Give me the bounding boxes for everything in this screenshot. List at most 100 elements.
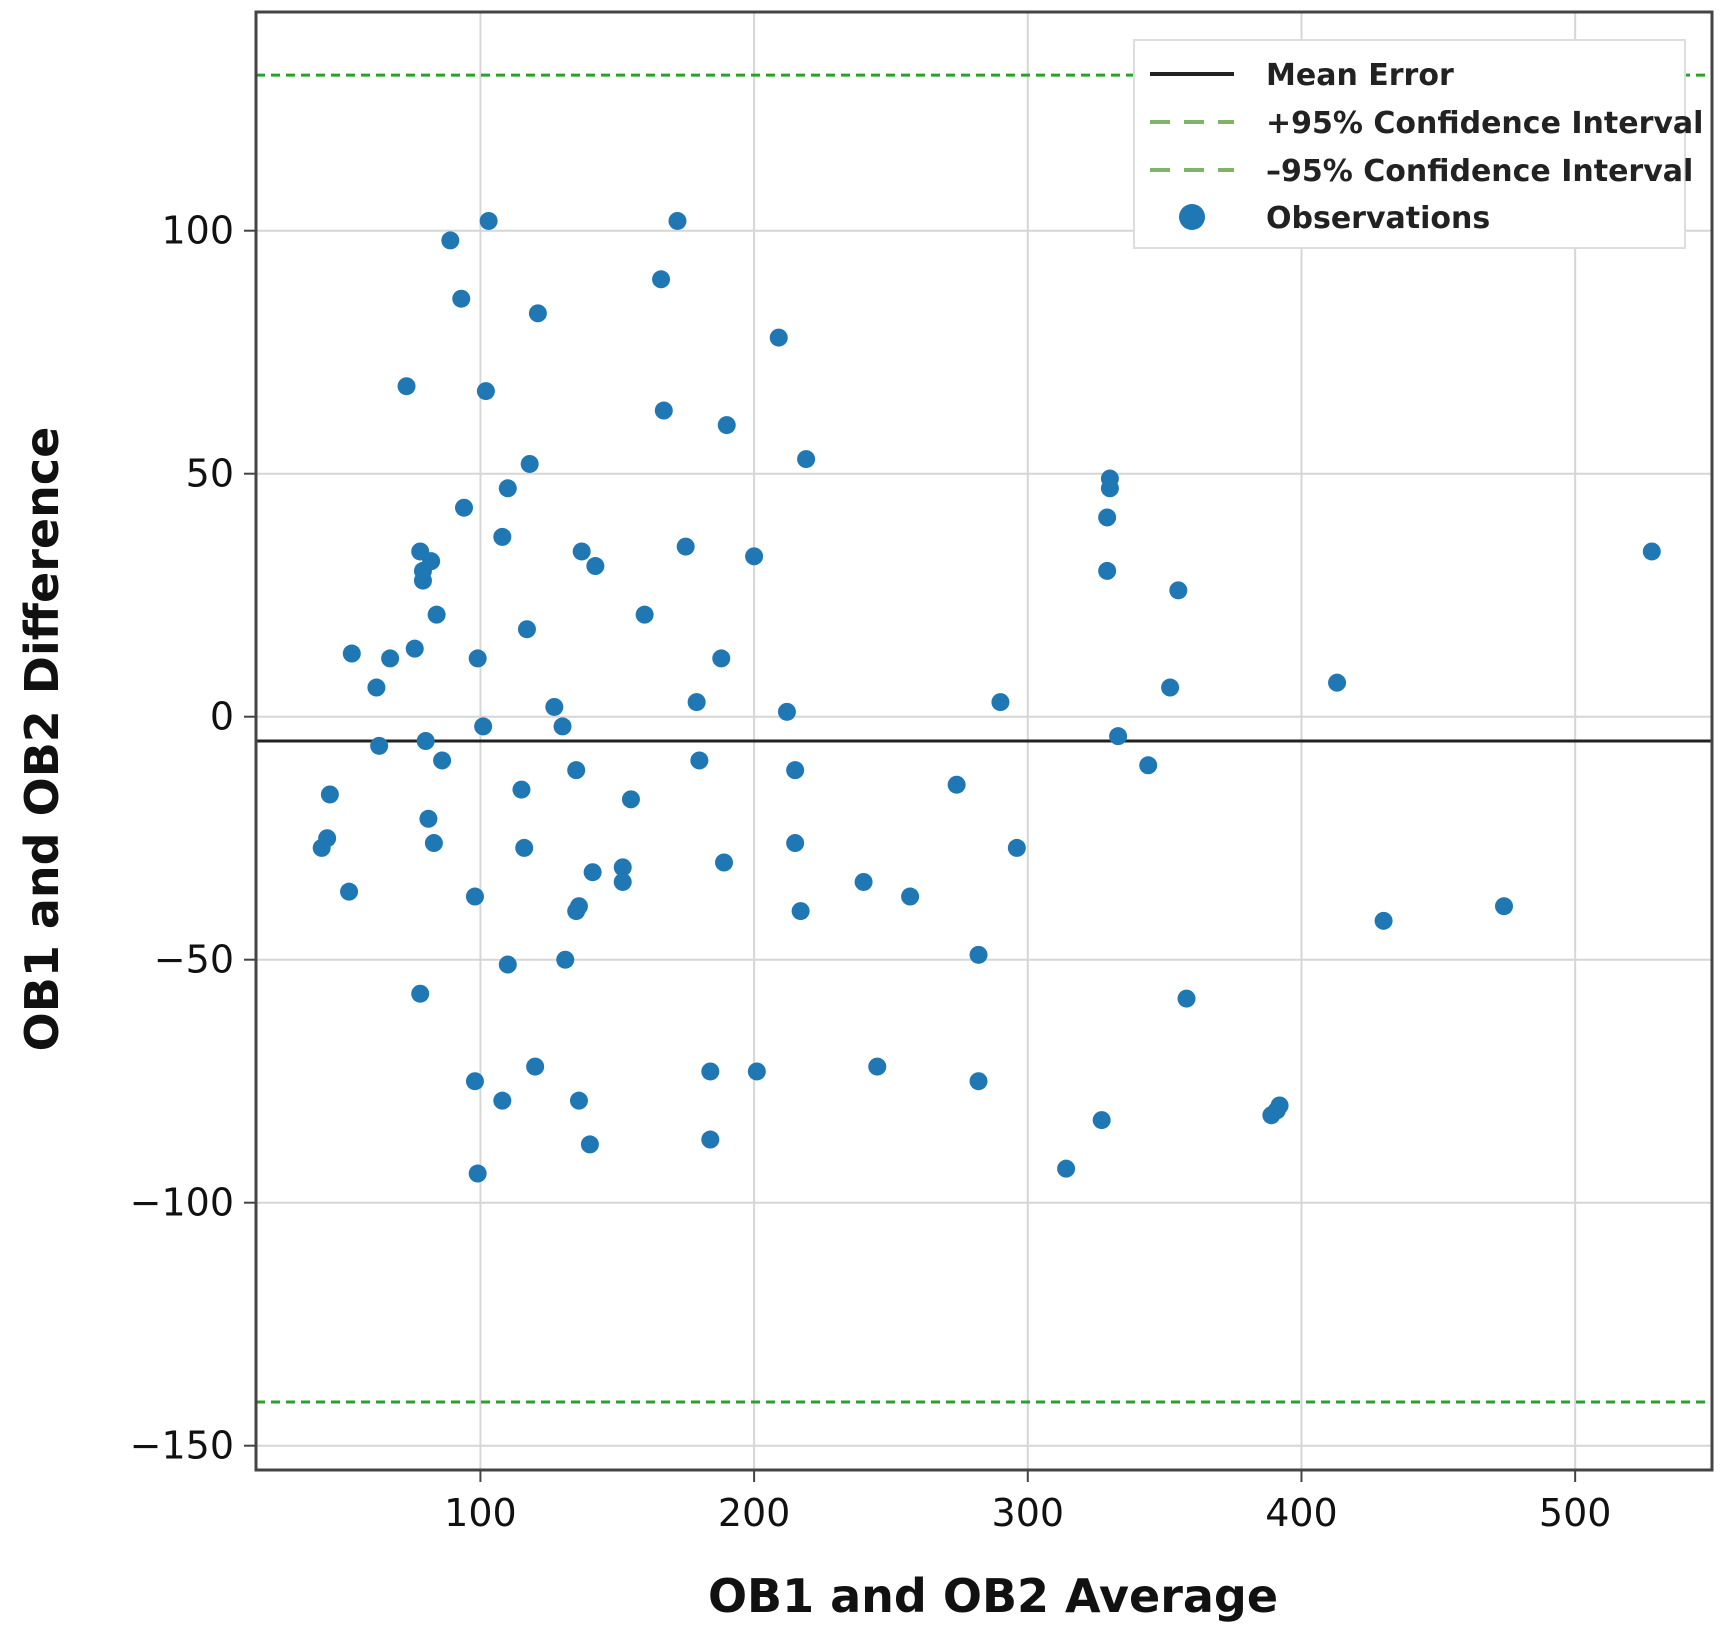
plot-frame xyxy=(254,10,1714,1472)
legend: Mean Error +95% Confidence Interval –95%… xyxy=(1133,39,1703,249)
observation-point xyxy=(405,639,424,658)
observation-point xyxy=(690,751,709,770)
observation-point xyxy=(777,702,796,721)
observation-point xyxy=(370,736,389,755)
x-tick-label: 300 xyxy=(992,1491,1065,1535)
observation-point xyxy=(493,1091,512,1110)
observation-points xyxy=(312,211,1661,1183)
observation-point xyxy=(613,858,632,877)
observation-point xyxy=(701,1130,720,1149)
observation-point xyxy=(1057,1159,1076,1178)
observation-point xyxy=(318,829,337,848)
x-axis-label: OB1 and OB2 Average xyxy=(708,1569,1278,1623)
observation-point xyxy=(572,542,591,561)
observation-point xyxy=(1098,561,1117,580)
observation-point xyxy=(474,717,493,736)
observation-point xyxy=(1177,989,1196,1008)
observation-point xyxy=(416,732,435,750)
observation-point xyxy=(868,1057,887,1076)
observation-point xyxy=(515,838,534,857)
observation-point xyxy=(745,547,764,566)
observation-point xyxy=(991,693,1010,712)
observation-point xyxy=(498,955,517,974)
observation-point xyxy=(586,557,605,576)
observation-point xyxy=(567,761,586,780)
observation-point xyxy=(1098,508,1117,527)
observation-point xyxy=(901,887,920,906)
observation-point xyxy=(498,479,517,498)
observation-point xyxy=(520,454,539,473)
observation-point xyxy=(411,984,430,1003)
observation-point xyxy=(320,785,339,804)
y-axis-ticks: −150 −100 −50 0 50 100 xyxy=(130,209,256,1468)
y-tick-label: 50 xyxy=(186,452,234,496)
observation-point xyxy=(769,328,788,347)
observation-point xyxy=(676,537,695,556)
legend-label-upper-ci: +95% Confidence Interval xyxy=(1266,106,1703,141)
observation-point xyxy=(1169,581,1188,600)
observation-point xyxy=(422,552,441,571)
observation-point xyxy=(381,649,400,668)
observation-point xyxy=(556,950,575,969)
observation-point xyxy=(687,693,706,712)
observation-point xyxy=(635,605,654,624)
y-tick-label: 0 xyxy=(210,695,234,739)
observation-point xyxy=(468,649,487,668)
observation-point xyxy=(791,902,810,921)
y-tick-label: −100 xyxy=(130,1181,234,1225)
observation-point xyxy=(569,897,588,916)
observation-point xyxy=(969,945,988,964)
observation-point xyxy=(465,1072,484,1091)
observation-point xyxy=(419,809,438,828)
observation-point xyxy=(367,678,386,697)
observation-point xyxy=(1007,838,1026,857)
observation-point xyxy=(797,450,816,469)
observation-point xyxy=(654,401,673,420)
y-axis-label: OB1 and OB2 Difference xyxy=(15,427,69,1052)
legend-label-lower-ci: –95% Confidence Interval xyxy=(1266,154,1693,189)
observation-point xyxy=(1642,542,1661,561)
observation-point xyxy=(1161,678,1180,697)
x-tick-label: 100 xyxy=(444,1491,517,1535)
observation-point xyxy=(701,1062,720,1081)
observation-point xyxy=(786,761,805,780)
observation-point xyxy=(424,834,443,853)
x-axis-ticks: 100 200 300 400 500 xyxy=(444,1470,1611,1535)
observation-point xyxy=(441,231,460,250)
observation-point xyxy=(340,882,359,901)
observation-point xyxy=(1092,1111,1111,1130)
x-tick-label: 500 xyxy=(1539,1491,1612,1535)
legend-label-observations: Observations xyxy=(1266,201,1490,236)
observation-point xyxy=(427,605,446,624)
observation-point xyxy=(433,751,452,770)
observation-point xyxy=(621,790,640,809)
observation-point xyxy=(569,1091,588,1110)
observation-point xyxy=(342,644,361,663)
observation-point xyxy=(452,289,471,308)
x-tick-label: 400 xyxy=(1265,1491,1338,1535)
observation-point xyxy=(1270,1096,1289,1115)
observation-point xyxy=(528,304,547,323)
observation-point xyxy=(465,887,484,906)
observation-point xyxy=(712,649,731,668)
observation-point xyxy=(1328,673,1347,692)
observation-point xyxy=(947,775,966,794)
observation-point xyxy=(1374,911,1393,930)
observation-point xyxy=(517,620,536,639)
reference-lines xyxy=(256,73,1712,1404)
legend-observation-marker xyxy=(1179,204,1205,230)
legend-label-mean-error: Mean Error xyxy=(1266,58,1454,93)
observation-point xyxy=(786,834,805,853)
observation-point xyxy=(553,717,572,736)
y-tick-label: −150 xyxy=(130,1424,234,1468)
observation-point xyxy=(512,780,531,799)
observation-point xyxy=(583,863,602,882)
observation-point xyxy=(652,270,671,289)
observation-point xyxy=(668,211,687,230)
observation-point xyxy=(580,1135,599,1154)
observation-point xyxy=(1100,469,1119,488)
observation-point xyxy=(479,211,498,230)
observation-point xyxy=(526,1057,545,1076)
